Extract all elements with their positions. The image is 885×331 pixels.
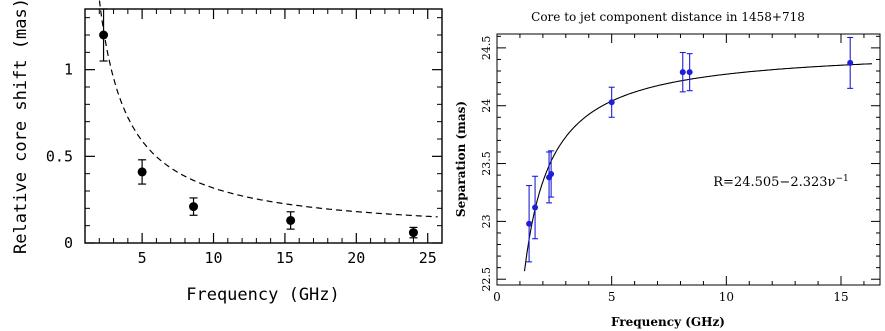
right-y-tick-label: 24 xyxy=(480,99,493,113)
right-data-point xyxy=(548,170,555,177)
left-data-point xyxy=(189,202,199,212)
left-data-point xyxy=(408,228,418,238)
right-y-tick-label: 23 xyxy=(480,214,493,228)
right-fit-curve xyxy=(523,63,873,272)
fit-annotation: R=24.505−2.323ν−1 xyxy=(713,174,848,190)
right-data-point xyxy=(679,69,686,76)
right-data-point xyxy=(847,59,854,66)
right-data-point xyxy=(686,69,693,76)
right-y-tick-label: 22.5 xyxy=(480,267,493,292)
left-data-points xyxy=(99,8,418,239)
left-data-point xyxy=(99,30,109,40)
right-tick-marks xyxy=(496,34,880,285)
separation-chart: Core to jet component distance in 1458+7… xyxy=(454,10,881,329)
left-fit-curve xyxy=(98,0,438,218)
left-x-tick-label: 15 xyxy=(276,249,294,267)
right-plot-frame xyxy=(496,33,881,286)
left-x-axis-label: Frequency (GHz) xyxy=(186,285,340,305)
right-y-axis-label: Separation (mas) xyxy=(454,101,468,217)
left-tick-marks xyxy=(84,9,443,244)
left-y-axis-label: Relative core shift (mas) xyxy=(11,0,31,254)
left-x-tick-label: 20 xyxy=(347,249,365,267)
left-y-tick-label: 0 xyxy=(64,234,73,252)
right-data-point xyxy=(526,220,533,227)
right-x-tick-label: 5 xyxy=(608,290,616,304)
right-x-axis-label: Frequency (GHz) xyxy=(611,315,725,329)
fit-annotation-main: R=24.505−2.323ν xyxy=(713,175,835,190)
right-x-tick-label: 0 xyxy=(493,290,501,304)
left-x-tick-label: 25 xyxy=(419,249,437,267)
right-data-point xyxy=(608,99,615,106)
right-tick-labels: 0 5 10 15 22.5 23 23.5 24 24.5 xyxy=(480,36,849,304)
left-plot-frame xyxy=(84,8,443,244)
core-shift-chart: 5 10 15 20 25 0 0.5 1 Frequency (GHz) Relative … xyxy=(11,0,443,305)
right-x-tick-label: 10 xyxy=(719,290,734,304)
left-x-tick-label: 10 xyxy=(204,249,222,267)
right-x-tick-label: 15 xyxy=(833,290,848,304)
left-x-tick-label: 5 xyxy=(138,249,147,267)
right-y-tick-label: 23.5 xyxy=(480,151,493,176)
fit-annotation-superscript: −1 xyxy=(835,174,848,184)
right-data-points xyxy=(526,36,854,263)
left-tick-labels: 5 10 15 20 25 0 0.5 1 xyxy=(46,61,437,267)
right-y-tick-label: 24.5 xyxy=(480,36,493,61)
left-data-point xyxy=(137,167,147,177)
right-data-point xyxy=(532,204,539,211)
right-chart-title: Core to jet component distance in 1458+7… xyxy=(531,10,805,24)
left-y-tick-label: 0.5 xyxy=(46,147,73,165)
left-y-tick-label: 1 xyxy=(64,61,73,79)
left-data-point xyxy=(286,215,296,225)
